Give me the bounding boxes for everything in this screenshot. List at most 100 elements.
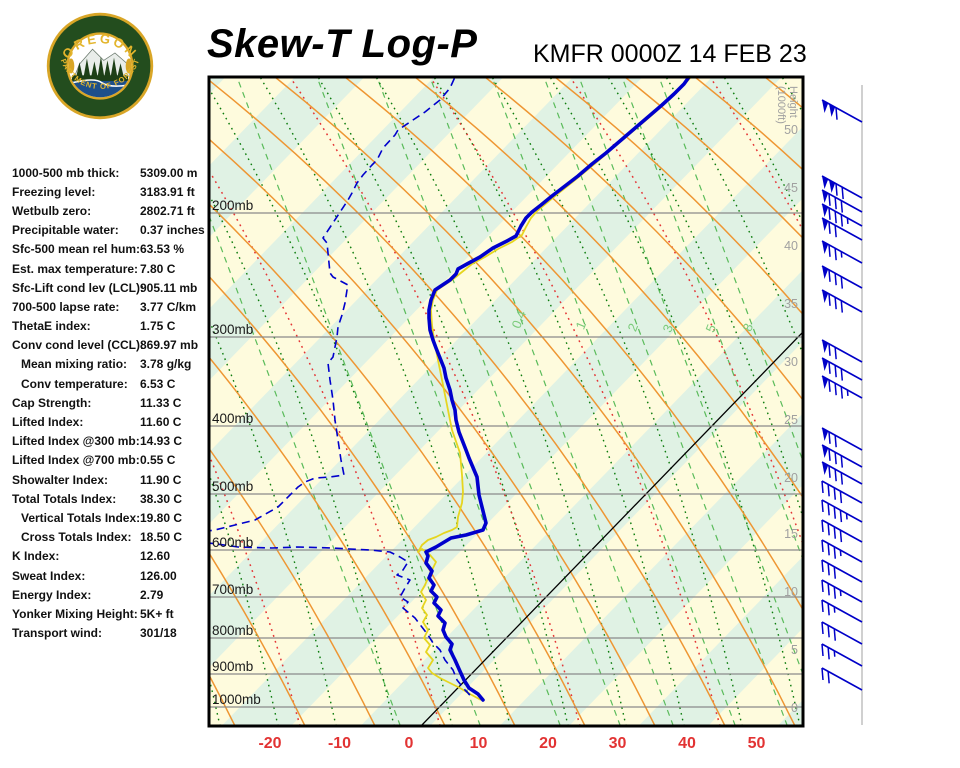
- stat-row: Precipitable water: 0.37 inches: [12, 221, 222, 240]
- wind-barb: [821, 499, 863, 523]
- wind-barb: [821, 559, 863, 583]
- stat-label: Cross Totals Index:: [21, 530, 132, 545]
- stat-value: 301/18: [140, 626, 177, 641]
- stat-value: 18.50 C: [140, 530, 183, 545]
- wind-barb: [821, 643, 863, 667]
- stat-row: Energy Index: 2.79: [12, 585, 222, 604]
- stat-label: Total Totals Index:: [12, 491, 117, 506]
- temp-tick-label: 0: [405, 735, 414, 752]
- stat-label: Lifted Index @300 mb:: [12, 434, 140, 449]
- height-tick-label: 0: [791, 701, 798, 715]
- pressure-label: 1000mb: [212, 692, 261, 707]
- dry-adiabat-line: [209, 356, 446, 726]
- wind-barb: [821, 339, 863, 363]
- wind-barb: [821, 189, 863, 213]
- temp-tick-label: 30: [609, 735, 627, 752]
- stat-label: Sweat Index:: [12, 568, 86, 583]
- wind-barb: [821, 427, 863, 451]
- stat-value: 2802.71 ft: [140, 203, 195, 218]
- stat-row: Cross Totals Index: 18.50 C: [12, 528, 222, 547]
- mixing-ratio-line: [209, 213, 401, 726]
- isotherm-band: [209, 77, 504, 381]
- logo-river: [71, 79, 131, 87]
- temp-tick-label: -10: [328, 735, 351, 752]
- stat-value: 7.80 C: [140, 261, 176, 276]
- stat-value: 5K+ ft: [140, 606, 174, 621]
- dry-adiabat-line: [209, 79, 726, 726]
- stat-row: 1000-500 mb thick: 5309.00 m: [12, 163, 222, 182]
- height-tick-label: 50: [784, 123, 798, 137]
- stat-label: Conv temperature:: [21, 376, 128, 391]
- stat-row: Wetbulb zero: 2802.71 ft: [12, 201, 222, 220]
- stat-row: Lifted Index @300 mb: 14.93 C: [12, 432, 222, 451]
- isotherm-band: [638, 556, 803, 726]
- wind-barb: [821, 265, 863, 289]
- mixing-ratio-line: [316, 77, 561, 726]
- wind-barb: [821, 599, 863, 623]
- stat-label: Mean mixing ratio:: [21, 357, 128, 372]
- wind-barb: [821, 519, 863, 543]
- stat-row: Est. max temperature: 7.80 C: [12, 259, 222, 278]
- stat-row: 700-500 lapse rate: 3.77 C/km: [12, 297, 222, 316]
- isotherm-band: [499, 413, 803, 726]
- dry-adiabat-line: [624, 77, 803, 240]
- stat-label: Sfc-500 mean rel hum:: [12, 242, 141, 257]
- chart-border: [207, 75, 805, 728]
- dry-adiabat-line: [414, 77, 803, 499]
- moist-adiabat-green: [840, 77, 960, 726]
- height-tick-label: 20: [784, 471, 798, 485]
- pressure-label: 700mb: [212, 582, 253, 597]
- dry-adiabat-line: [209, 275, 516, 726]
- isotherm-band: [209, 77, 226, 95]
- stat-label: Vertical Totals Index:: [21, 510, 141, 525]
- pressure-label: 500mb: [212, 479, 253, 494]
- stat-row: Vertical Totals Index: 19.80 C: [12, 508, 222, 527]
- mixing-ratio-line: [543, 77, 788, 726]
- stat-value: 3.78 g/kg: [140, 357, 192, 372]
- wind-barb: [821, 217, 863, 241]
- isotherm-band: [209, 77, 365, 238]
- station-date-heading: KMFR 0000Z 14 FEB 23: [533, 40, 807, 68]
- pressure-label: 300mb: [212, 322, 253, 337]
- dewpoint-trace: [209, 77, 471, 696]
- stat-value: 11.33 C: [140, 395, 182, 410]
- height-tick-label: 10: [784, 585, 798, 599]
- height-axis-title: Height: [787, 86, 799, 118]
- wind-barb: [821, 203, 863, 227]
- logo-right-scroll: [125, 58, 132, 74]
- stat-value: 19.80 C: [140, 510, 183, 525]
- isotherm-band: [209, 77, 782, 668]
- height-tick-label: 35: [784, 297, 798, 311]
- wind-barb: [821, 621, 863, 645]
- stat-label: Showalter Index:: [12, 472, 109, 487]
- mixing-ratio-line: [376, 77, 621, 726]
- moist-adiabat-green: [665, 77, 803, 357]
- trees-icon: [72, 56, 128, 81]
- stat-value: 12.60: [140, 549, 171, 564]
- zero-isotherm-line: [420, 331, 803, 726]
- stat-value: 11.90 C: [140, 472, 182, 487]
- moist-adiabat-green: [209, 193, 395, 726]
- isotherm-band: [360, 269, 803, 726]
- stat-row: Mean mixing ratio: 3.78 g/kg: [12, 355, 222, 374]
- mixing-ratio-line: [621, 77, 803, 562]
- stat-label: 700-500 lapse rate:: [12, 299, 120, 314]
- stat-label: Conv cond level (CCL):: [12, 338, 145, 353]
- pressure-label: 200mb: [212, 198, 253, 213]
- stat-label: ThetaE index:: [12, 319, 91, 334]
- stat-row: Yonker Mixing Height: 5K+ ft: [12, 604, 222, 623]
- wind-barb-column: [821, 85, 863, 725]
- pressure-label: 900mb: [212, 659, 253, 674]
- moist-adiabat-red: [569, 77, 803, 547]
- dry-adiabat-line: [344, 77, 803, 612]
- moist-adiabat-green: [491, 77, 743, 726]
- moist-adiabat-red: [209, 169, 441, 726]
- height-tick-label: 30: [784, 355, 798, 369]
- stat-label: Lifted Index:: [12, 415, 84, 430]
- isotherm-band: [777, 699, 803, 726]
- stat-value: 5309.00 m: [140, 165, 198, 180]
- moist-adiabat-green: [259, 77, 511, 726]
- dry-adiabat-line: [694, 77, 803, 171]
- wind-barb: [821, 175, 863, 200]
